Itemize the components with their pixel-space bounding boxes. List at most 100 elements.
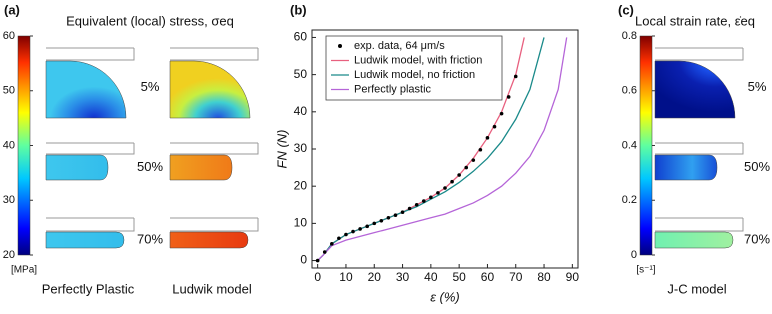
data-point: [499, 111, 504, 116]
colorbar-tick-label: 0.6: [622, 85, 637, 97]
x-tick-label: 40: [424, 270, 438, 284]
row-label: 70%: [137, 231, 163, 246]
simulation-field: [654, 154, 718, 181]
column-label: Ludwik model: [172, 281, 252, 296]
data-point: [393, 213, 398, 217]
colorbar: [17, 35, 31, 256]
data-point: [330, 242, 334, 246]
y-tick-label: 40: [294, 104, 308, 118]
data-point: [414, 202, 419, 207]
colorbar-tick-label: 50: [3, 85, 15, 97]
x-tick-label: 30: [396, 270, 410, 284]
colorbar-unit: [MPa]: [11, 265, 37, 276]
colorbar-tick-label: 0.4: [622, 139, 637, 151]
data-point: [471, 158, 476, 162]
data-point: [485, 136, 490, 140]
y-tick-label: 0: [300, 253, 307, 267]
row-label: 70%: [744, 231, 770, 246]
x-tick-label: 90: [566, 270, 580, 284]
data-point: [407, 206, 412, 211]
colorbar-tick-label: 30: [3, 194, 15, 206]
panel-title: Equivalent (local) stress, σeq: [66, 13, 234, 28]
data-point: [358, 227, 362, 231]
panel-label: (a): [4, 2, 20, 17]
panel-title: Local strain rate, ε̇eq: [635, 13, 755, 28]
row-label: 5%: [748, 79, 767, 94]
panel-label: (b): [290, 2, 307, 17]
simulation-field: [45, 154, 109, 181]
series-line: [317, 37, 545, 262]
data-point: [478, 147, 483, 152]
x-tick-label: 0: [314, 270, 321, 284]
y-tick-label: 60: [294, 30, 308, 44]
data-point: [400, 210, 405, 215]
simulation-field: [654, 60, 736, 119]
y-tick-label: 30: [294, 141, 308, 155]
colorbar-tick-label: 60: [3, 30, 15, 42]
legend-marker: [338, 44, 342, 48]
platen: [655, 142, 744, 155]
row-label: 50%: [137, 159, 163, 174]
simulation-field: [45, 231, 125, 249]
simulation-field: [169, 60, 251, 119]
data-point: [457, 173, 461, 177]
legend-label: Ludwik model, with friction: [354, 54, 482, 66]
simulation-field: [169, 231, 249, 249]
column-label: J-C model: [667, 281, 726, 296]
x-tick-label: 80: [537, 270, 551, 284]
x-tick-label: 10: [339, 270, 353, 284]
data-point: [492, 124, 497, 129]
platen: [46, 47, 135, 61]
colorbar-tick-label: 0.2: [622, 194, 637, 206]
legend-label: Ludwik model, no friction: [354, 69, 475, 81]
platen: [46, 142, 135, 155]
data-point: [450, 179, 454, 184]
data-point: [429, 195, 433, 200]
colorbar-tick-label: 40: [3, 139, 15, 151]
data-point: [344, 232, 348, 237]
x-tick-label: 20: [368, 270, 382, 284]
platen: [655, 217, 744, 232]
data-point: [379, 218, 384, 223]
data-point: [464, 165, 469, 170]
data-point: [351, 229, 355, 234]
data-point: [365, 224, 369, 229]
x-tick-label: 60: [481, 270, 495, 284]
platen: [170, 142, 259, 155]
row-label: 50%: [744, 159, 770, 174]
y-tick-label: 20: [294, 178, 308, 192]
y-axis-label: FN (N): [274, 130, 289, 169]
data-point: [421, 199, 426, 203]
legend-label: Perfectly plastic: [354, 83, 432, 95]
platen: [170, 47, 259, 61]
data-point: [513, 74, 518, 79]
data-point: [386, 215, 391, 220]
data-point: [443, 186, 447, 190]
simulation-field: [45, 60, 127, 119]
y-tick-label: 50: [294, 67, 308, 81]
simulation-field: [654, 231, 734, 249]
series-line: [317, 37, 568, 262]
x-tick-label: 50: [452, 270, 466, 284]
data-point: [337, 236, 341, 241]
legend-box: [325, 35, 503, 101]
y-tick-label: 10: [294, 216, 308, 230]
colorbar-tick-label: 20: [3, 249, 15, 261]
data-point: [315, 258, 320, 263]
platen: [46, 217, 135, 232]
colorbar-tick-label: 0.8: [622, 30, 637, 42]
platen: [170, 217, 259, 232]
data-point: [322, 250, 327, 254]
x-axis-label: ε (%): [430, 289, 460, 304]
data-point: [436, 191, 440, 195]
colorbar-tick-label: 0: [631, 249, 637, 261]
simulation-field: [169, 154, 233, 181]
data-point: [372, 221, 377, 226]
panel-label: (c): [618, 2, 634, 17]
legend-label: exp. data, 64 μm/s: [354, 40, 445, 52]
colorbar-unit: [s⁻¹]: [636, 265, 655, 276]
column-label: Perfectly Plastic: [42, 281, 135, 296]
colorbar: [639, 35, 653, 256]
x-tick-label: 70: [509, 270, 523, 284]
